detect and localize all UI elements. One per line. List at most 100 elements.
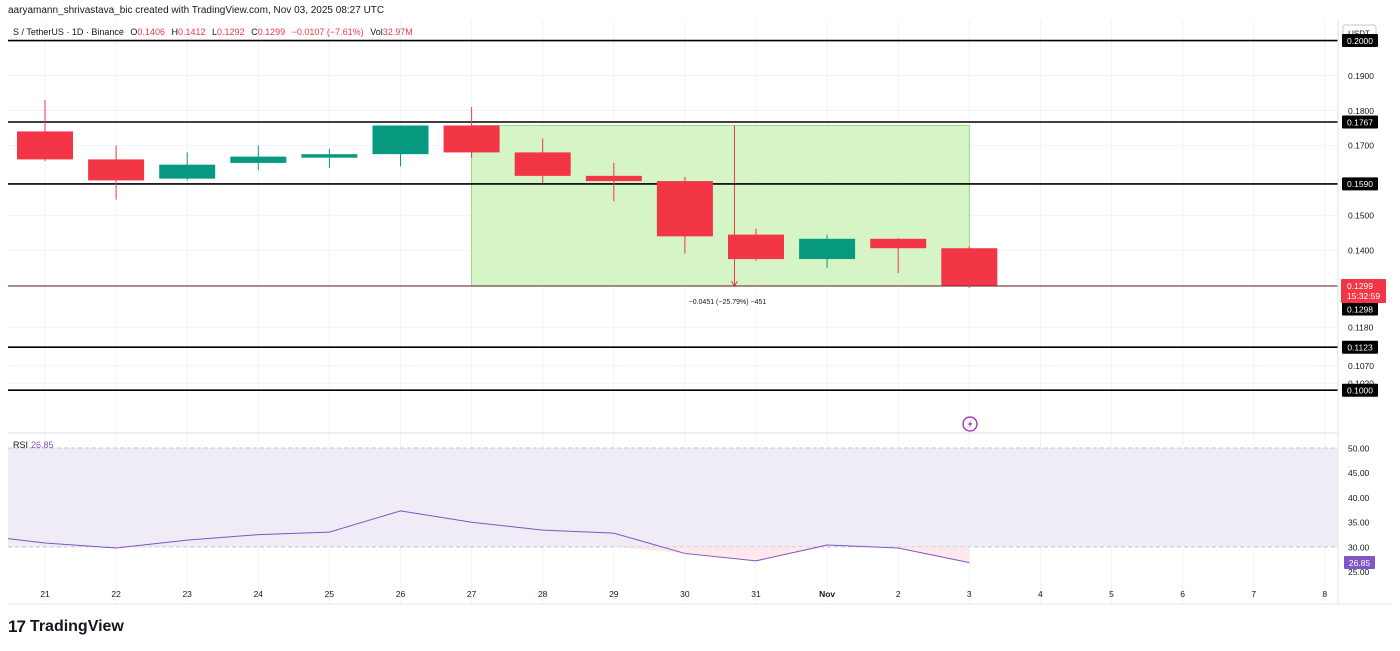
time-axis-label: 28 [538,589,548,599]
symbol-label: S / TetherUS · 1D · Binance [13,27,124,37]
candle-body [656,181,713,237]
price-scale[interactable]: USDT 0.1900 0.1800 0.1700 0.1500 0.1400 0.118… [1337,20,1386,604]
level-tag-text: 0.1123 [1347,342,1373,352]
price-scale-label: 0.1400 [1348,246,1374,256]
time-axis-label: 21 [40,589,50,599]
rsi-scale-label: 40.00 [1348,493,1370,503]
time-axis-label: 26 [396,589,406,599]
level-tag [1342,177,1378,191]
time-axis-label: 5 [1109,589,1114,599]
candle-body [301,154,358,158]
ohlc-legend: S / TetherUS · 1D · Binance O0.1406 H0.1… [13,27,413,37]
time-axis-label: 31 [751,589,761,599]
tradingview-logo-icon: 17 [8,617,26,636]
level-tag [1342,115,1378,129]
level-tag [1342,34,1378,48]
price-range-measure[interactable]: −0.0451 (−25.79%) −451 [471,125,970,306]
price-range-area [471,125,970,287]
time-axis-label: 8 [1322,589,1327,599]
currency-label[interactable]: USDT [1348,30,1370,39]
rsi-oversold-fill [45,547,970,563]
level-tag [1342,340,1378,354]
price-scale-label: 0.1020 [1348,379,1374,389]
price-scale-label: 0.1800 [1348,106,1374,116]
candle-body [585,175,642,182]
candle-body [514,152,571,176]
candle-body [372,125,429,155]
time-axis-label: 30 [680,589,690,599]
level-tag-text: 0.2000 [1347,36,1373,46]
rsi-pane[interactable]: RSI 26.85 [7,440,1338,564]
candle[interactable] [656,176,713,254]
candle[interactable] [941,246,998,289]
rsi-band [8,448,1338,547]
tradingview-logo[interactable]: 17 TradingView [8,617,124,637]
rsi-value-tag: 26.85 [1344,556,1375,569]
countdown-timer: 15:32:59 [1347,291,1380,301]
time-axis-label: 24 [254,589,264,599]
candle[interactable] [799,234,856,268]
level-tag-text: 0.1298 [1347,304,1373,314]
time-axis-label: 23 [182,589,192,599]
price-scale-label: 0.1180 [1348,323,1374,333]
rsi-scale-labels: 50.00 45.00 40.00 35.00 30.00 25.00 [1348,443,1370,577]
candle[interactable] [443,106,500,158]
candle[interactable] [728,228,784,261]
candle[interactable] [159,152,216,181]
time-axis-label: 22 [111,589,121,599]
time-axis-label: 3 [967,589,972,599]
rsi-label: RSI [13,440,28,450]
price-scale-label: 0.1500 [1348,211,1374,221]
candle-body [88,159,145,181]
price-scale-labels: 0.1900 0.1800 0.1700 0.1500 0.1400 0.1180 0.10… [1348,71,1374,389]
candle[interactable] [230,145,287,170]
time-axis-label: 2 [896,589,901,599]
level-tag [1342,383,1378,397]
price-scale-label: 0.1700 [1348,141,1374,151]
rsi-value: 26.85 [31,440,54,450]
candle-body [443,125,500,153]
time-axis-label: 7 [1251,589,1256,599]
candle[interactable] [301,148,358,169]
rsi-line [7,510,970,564]
time-axis-labels[interactable]: 21 22 23 24 25 26 27 28 29 30 31 Nov 2 3 4 5 6 7 8 [40,589,1327,599]
flash-icon[interactable] [962,416,978,432]
candle-body [230,156,287,163]
svg-text:26.85: 26.85 [1349,558,1371,568]
rsi-scale-label: 30.00 [1348,542,1370,552]
candle-body [799,238,856,260]
time-axis-label: Nov [819,589,835,599]
time-axis-label: 29 [609,589,619,599]
rsi-scale-label: 25.00 [1348,567,1370,577]
last-price-value: 0.1299 [1347,281,1373,291]
price-scale-label: 0.1900 [1348,71,1374,81]
candle-body [17,131,73,160]
time-axis-label: 25 [325,589,335,599]
rsi-scale-label: 50.00 [1348,443,1370,453]
chart-credit: aaryamann_shrivastava_bic created with T… [8,5,385,16]
candle-body [159,164,216,179]
candle-body [941,248,998,286]
last-price-tag: 0.1299 15:32:59 [1341,279,1386,303]
level-tag-text: 0.1767 [1347,117,1373,127]
candle[interactable] [870,238,927,274]
level-price-tags: 0.2000 0.1767 0.1590 0.1298 0.1123 0.1000 [1342,34,1378,397]
time-axis-label: 6 [1180,589,1185,599]
price-scale-label: 0.1070 [1348,361,1374,371]
candles[interactable] [17,99,998,289]
level-tag-text: 0.1000 [1347,386,1373,396]
level-tag [1342,302,1378,316]
candle[interactable] [585,162,642,202]
tradingview-logo-text: TradingView [29,618,124,635]
time-axis-label: 27 [467,589,477,599]
candle[interactable] [17,99,73,162]
candle[interactable] [514,138,571,184]
price-range-label: −0.0451 (−25.79%) −451 [689,299,767,306]
candle-body [870,238,927,249]
rsi-scale-label: 35.00 [1348,518,1370,528]
rsi-scale-label: 45.00 [1348,468,1370,478]
candle[interactable] [88,145,145,200]
time-axis-label: 4 [1038,589,1043,599]
candle[interactable] [372,125,429,167]
